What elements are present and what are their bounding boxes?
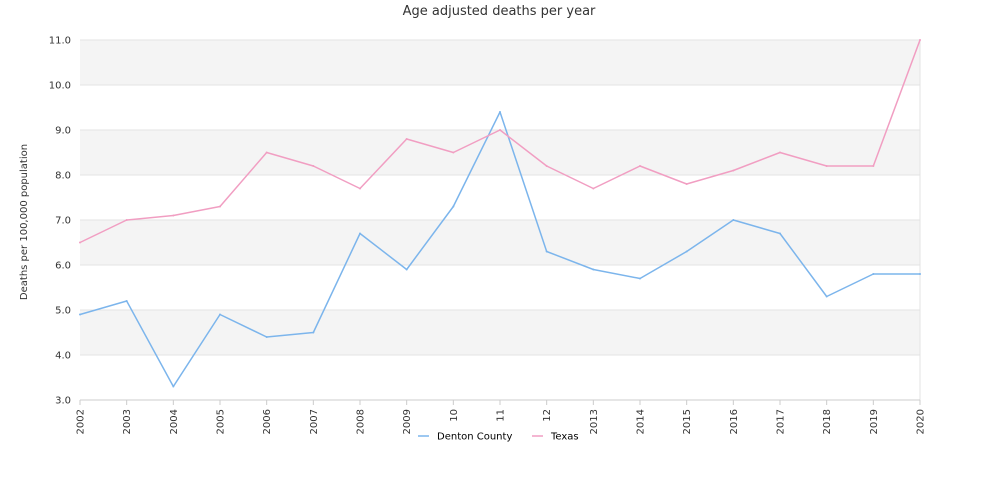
data-point xyxy=(405,268,408,271)
data-point xyxy=(639,165,641,167)
data-point xyxy=(872,165,875,167)
data-point xyxy=(685,250,688,253)
y-tick-label: 4.0 xyxy=(55,351,71,362)
x-tick-label: 2014 xyxy=(636,409,647,434)
data-point xyxy=(359,232,361,235)
data-point xyxy=(452,151,455,154)
x-tick-label: 2005 xyxy=(216,409,227,434)
plot-band xyxy=(80,130,920,175)
data-point xyxy=(312,331,315,334)
data-point xyxy=(265,151,268,154)
data-point xyxy=(452,205,455,208)
data-point xyxy=(872,273,875,275)
legend-item-denton-county[interactable]: Denton County xyxy=(418,432,512,443)
data-point xyxy=(592,187,595,190)
legend-label: Texas xyxy=(550,432,579,443)
legend-item-texas[interactable]: Texas xyxy=(532,432,579,443)
data-point xyxy=(685,183,688,185)
x-tick-label: 2020 xyxy=(916,409,927,434)
x-tick-label: 11 xyxy=(496,409,507,422)
data-point xyxy=(639,277,641,280)
data-point xyxy=(545,250,548,253)
y-tick-label: 8.0 xyxy=(55,171,71,182)
data-point xyxy=(79,313,81,316)
data-point xyxy=(79,241,81,244)
x-tick-label: 12 xyxy=(542,409,553,422)
series-lines xyxy=(79,39,921,388)
data-point xyxy=(219,205,221,208)
y-tick-label: 5.0 xyxy=(55,306,71,317)
data-point xyxy=(312,165,315,167)
data-point xyxy=(779,151,781,154)
y-tick-label: 9.0 xyxy=(55,126,71,137)
x-tick-label: 2017 xyxy=(776,409,787,434)
data-point xyxy=(732,169,735,172)
y-axis: 3.0 4.0 5.0 6.0 7.0 8.0 9.0 10.0 11.0 xyxy=(49,36,71,407)
legend-label: Denton County xyxy=(437,432,512,443)
grid-lines xyxy=(80,39,921,401)
x-tick-label: 2019 xyxy=(869,409,880,434)
y-tick-label: 3.0 xyxy=(55,396,71,407)
data-point xyxy=(825,295,828,298)
x-tick-label: 2013 xyxy=(589,409,600,434)
x-tick-label: 2008 xyxy=(356,409,367,434)
x-tick-label: 2009 xyxy=(402,409,413,434)
x-tick-label: 2004 xyxy=(169,409,180,434)
data-point xyxy=(732,219,735,221)
plot-band xyxy=(80,40,920,85)
data-point xyxy=(359,187,361,190)
plot-band xyxy=(80,220,920,265)
data-point xyxy=(172,214,175,217)
x-tick-label: 2003 xyxy=(122,409,133,434)
data-point xyxy=(219,313,221,316)
legend: Denton County Texas xyxy=(418,432,579,443)
data-point xyxy=(405,138,408,140)
data-point xyxy=(919,39,921,41)
data-point xyxy=(592,268,595,271)
data-point xyxy=(919,273,921,275)
data-point xyxy=(545,165,548,167)
data-point xyxy=(499,111,501,113)
x-tick-label: 2015 xyxy=(682,409,693,434)
data-point xyxy=(125,300,128,302)
data-point xyxy=(779,232,781,235)
data-point xyxy=(825,165,828,167)
x-tick-label: 10 xyxy=(449,409,460,422)
y-tick-label: 10.0 xyxy=(49,81,71,92)
y-tick-label: 7.0 xyxy=(55,216,71,227)
chart-title: Age adjusted deaths per year xyxy=(403,4,596,19)
x-axis: 2002 2003 2004 2005 2006 2007 2008 2009 10 11 12 20… xyxy=(76,399,927,434)
y-axis-label: Deaths per 100,000 population xyxy=(19,144,30,300)
data-point xyxy=(265,336,268,338)
data-point xyxy=(172,385,175,388)
x-tick-label: 2007 xyxy=(309,409,320,434)
data-point xyxy=(125,219,128,221)
x-tick-label: 2002 xyxy=(76,409,87,434)
x-tick-label: 2016 xyxy=(729,409,740,434)
x-tick-label: 2006 xyxy=(262,409,273,434)
x-tick-label: 2018 xyxy=(822,409,833,434)
plot-band xyxy=(80,310,920,355)
data-point xyxy=(499,129,501,131)
plot-bands xyxy=(80,40,920,355)
y-tick-label: 11.0 xyxy=(49,36,71,47)
y-tick-label: 6.0 xyxy=(55,261,71,272)
